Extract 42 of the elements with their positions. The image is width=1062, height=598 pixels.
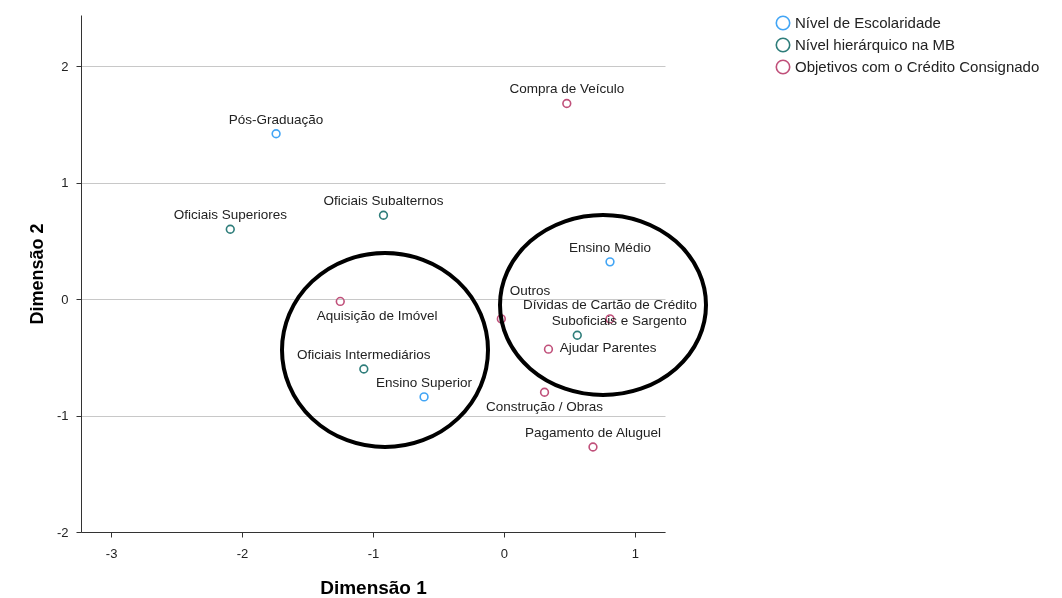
point xyxy=(225,224,235,234)
data-label: Ensino Médio xyxy=(569,239,651,255)
point xyxy=(335,296,345,307)
point xyxy=(539,387,550,397)
data-label: Outros xyxy=(509,282,551,298)
point xyxy=(359,364,369,374)
data-label: Construção / Obras xyxy=(486,399,604,415)
data-label: Suboficiais e Sargento xyxy=(551,313,687,329)
data-label: Dívidas de Cartão de Crédito xyxy=(522,296,698,312)
data-label: Oficiais Subalternos xyxy=(323,193,444,209)
x-tick-label: 1 xyxy=(631,545,639,561)
point xyxy=(543,344,554,354)
y-tick-label: 2 xyxy=(61,58,69,74)
point xyxy=(605,257,615,267)
legend-label: Nível de Escolaridade xyxy=(795,14,941,31)
point xyxy=(378,210,389,220)
data-label: Pagamento de Aluguel xyxy=(525,425,661,440)
point xyxy=(588,442,598,452)
point xyxy=(572,330,582,340)
data-label: Ajudar Parentes xyxy=(559,340,657,356)
data-label: Ensino Superior xyxy=(376,374,473,390)
y-tick-label: -1 xyxy=(56,408,69,424)
y-tick-label: 1 xyxy=(61,175,69,191)
x-tick-label: -1 xyxy=(367,545,380,561)
data-label: Compra de Veículo xyxy=(509,81,625,97)
x-tick-label: -2 xyxy=(236,545,249,561)
point xyxy=(496,314,506,324)
x-axis-title: Dimensão 1 xyxy=(320,576,428,598)
legend-label: Nível hierárquico na MB xyxy=(795,36,956,53)
data-label: Oficiais Superiores xyxy=(173,207,288,223)
y-axis-title: Dimensão 2 xyxy=(26,223,47,325)
y-tick-label: -2 xyxy=(56,524,69,540)
x-tick-label: 0 xyxy=(500,545,509,561)
data-label: Pós-Graduação xyxy=(228,111,324,127)
point xyxy=(271,129,281,139)
y-tick-label: 0 xyxy=(61,291,69,307)
x-tick-label: -3 xyxy=(105,545,118,561)
data-label: Aquisição de Imóvel xyxy=(316,308,438,324)
data-label: Oficiais Intermediários xyxy=(297,346,431,362)
legend-label: Objetivos com o Crédito Consignado xyxy=(795,58,1040,75)
point xyxy=(562,98,572,109)
point xyxy=(419,392,429,402)
